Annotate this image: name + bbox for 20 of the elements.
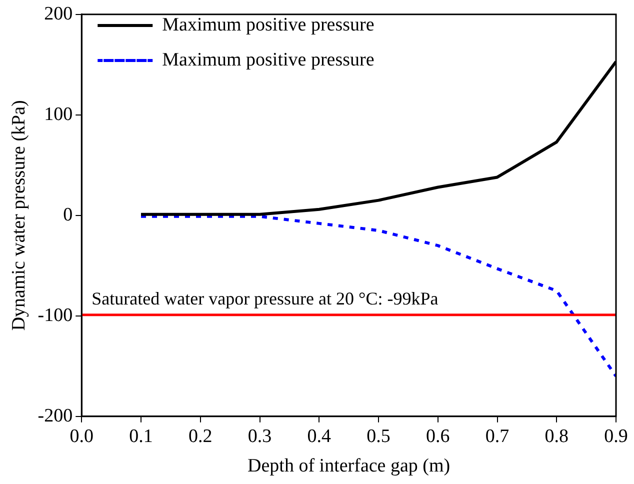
x-tick-label: 0.6 [426, 426, 450, 447]
x-tick-label: 0.2 [188, 426, 212, 447]
x-tick-label: 0.1 [129, 426, 153, 447]
x-tick-label: 0.5 [366, 426, 390, 447]
y-tick-label: 100 [44, 104, 73, 125]
x-tick-label: 0.8 [544, 426, 568, 447]
legend-label: Maximum positive pressure [162, 49, 374, 70]
x-tick-label: 0.7 [485, 426, 510, 447]
legend-label: Maximum positive pressure [162, 14, 374, 36]
y-tick-label: -200 [38, 405, 73, 426]
x-tick-label: 0.3 [248, 426, 272, 447]
x-tick-label: 0.9 [604, 426, 628, 447]
x-tick-label: 0.0 [70, 426, 94, 447]
y-tick-label: 200 [44, 3, 73, 24]
ref-line-label: Saturated water vapor pressure at 20 °C: -99kPa [92, 288, 438, 309]
x-tick-label: 0.4 [307, 426, 332, 447]
y-axis-title: Dynamic water pressure (kPa) [8, 100, 30, 331]
x-axis-title: Depth of interface gap (m) [248, 456, 450, 477]
y-tick-label: -100 [38, 304, 73, 326]
y-tick-label: 0 [63, 204, 73, 226]
